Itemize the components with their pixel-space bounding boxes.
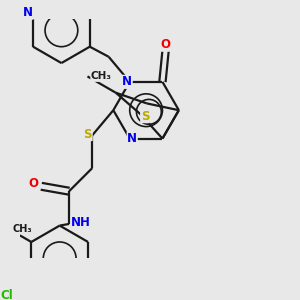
Text: S: S xyxy=(84,128,92,140)
Text: N: N xyxy=(23,6,33,19)
Text: N: N xyxy=(122,75,132,88)
Text: CH₃: CH₃ xyxy=(13,224,32,234)
Text: NH: NH xyxy=(71,216,91,229)
Text: O: O xyxy=(161,38,171,51)
Text: Cl: Cl xyxy=(1,289,13,300)
Text: N: N xyxy=(127,132,137,145)
Text: O: O xyxy=(29,177,39,190)
Text: CH₃: CH₃ xyxy=(91,71,112,81)
Text: S: S xyxy=(141,110,149,123)
